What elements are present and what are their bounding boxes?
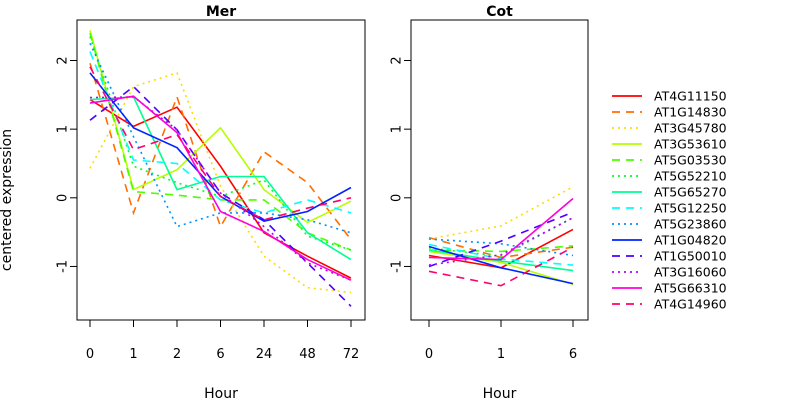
x-tick-label: 0 xyxy=(86,347,94,362)
y-tick-label: 2 xyxy=(56,56,71,64)
legend-label: AT4G14960 xyxy=(654,297,727,312)
series-line-AT4G14960 xyxy=(89,66,352,221)
y-tick-label: 0 xyxy=(56,194,71,202)
series-line-AT5G66310 xyxy=(89,95,352,281)
series-line-AT5G66310 xyxy=(428,197,574,261)
x-axis-label: Hour xyxy=(483,386,517,400)
legend-label: AT5G66310 xyxy=(654,281,727,296)
x-tick-label: 72 xyxy=(343,347,360,362)
series-line-AT4G11150 xyxy=(89,98,352,279)
series-line-AT5G12250 xyxy=(89,51,352,214)
x-tick-label: 0 xyxy=(425,347,433,362)
x-tick-label: 24 xyxy=(256,347,273,362)
y-tick-label: -1 xyxy=(390,260,405,273)
y-tick-label: 2 xyxy=(390,56,405,64)
legend-label: AT5G65270 xyxy=(654,185,727,200)
legend-label: AT4G11150 xyxy=(654,89,727,104)
y-tick-label: -1 xyxy=(56,260,71,273)
x-tick-label: 1 xyxy=(497,347,505,362)
plot-frame xyxy=(410,19,589,321)
legend-label: AT1G14830 xyxy=(654,105,727,120)
series-line-AT3G53610 xyxy=(89,30,352,224)
series-line-AT5G23860 xyxy=(428,238,574,257)
legend-label: AT5G12250 xyxy=(654,201,727,216)
x-tick-label: 1 xyxy=(129,347,137,362)
legend-label: AT3G16060 xyxy=(654,265,727,280)
series-line-AT1G14830 xyxy=(428,236,574,259)
series-line-AT4G14960 xyxy=(428,246,574,287)
plot-frame xyxy=(76,19,366,321)
series-line-AT1G04820 xyxy=(428,245,574,285)
legend-label: AT5G52210 xyxy=(654,169,727,184)
panel-cot: Cot -1 0 1 2 0 1 6 Hour xyxy=(390,4,589,402)
legend-label: AT5G23860 xyxy=(654,217,727,232)
series-line-AT3G45780 xyxy=(428,186,574,240)
panel-mer: Mer -1 0 1 2 0 1 2 6 24 48 72 Hour xyxy=(56,4,366,402)
series-line-AT1G50010 xyxy=(428,211,574,268)
legend-label: AT1G04820 xyxy=(654,233,727,248)
x-axis-label: Hour xyxy=(204,386,238,400)
panel-title: Cot xyxy=(486,4,513,20)
y-tick-label: 0 xyxy=(390,194,405,202)
x-tick-label: 2 xyxy=(173,347,181,362)
legend-label: AT5G03530 xyxy=(654,153,727,168)
series-line-AT5G52210 xyxy=(89,36,352,251)
x-tick-label: 48 xyxy=(299,347,316,362)
panel-title: Mer xyxy=(206,4,236,20)
legend-label: AT3G45780 xyxy=(654,121,727,136)
series-line-AT3G16060 xyxy=(428,216,574,266)
series-line-AT3G53610 xyxy=(428,250,574,286)
series-line-AT3G45780 xyxy=(89,71,352,294)
x-tick-label: 6 xyxy=(216,347,224,362)
legend: AT4G11150AT1G14830AT3G45780AT3G53610AT5G… xyxy=(612,89,727,312)
x-tick-label: 6 xyxy=(569,347,577,362)
y-tick-label: 1 xyxy=(390,125,405,133)
series-line-AT1G14830 xyxy=(89,62,352,241)
legend-label: AT1G50010 xyxy=(654,249,727,264)
series-line-AT5G03530 xyxy=(428,245,574,253)
y-axis-label: centered expression xyxy=(0,129,15,271)
legend-label: AT3G53610 xyxy=(654,137,727,152)
y-tick-label: 1 xyxy=(56,125,71,133)
series-line-AT5G23860 xyxy=(89,42,352,234)
